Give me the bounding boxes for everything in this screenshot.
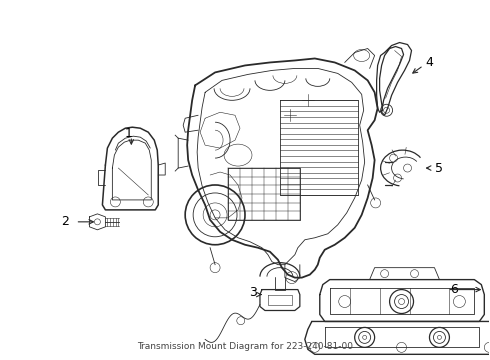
Text: 4: 4 <box>425 56 434 69</box>
Text: 6: 6 <box>450 283 458 296</box>
Text: 5: 5 <box>436 162 443 175</box>
Text: Transmission Mount Diagram for 223-240-81-00: Transmission Mount Diagram for 223-240-8… <box>137 342 353 351</box>
Text: 2: 2 <box>62 215 70 228</box>
Text: 1: 1 <box>124 127 132 140</box>
Text: 3: 3 <box>249 286 257 299</box>
